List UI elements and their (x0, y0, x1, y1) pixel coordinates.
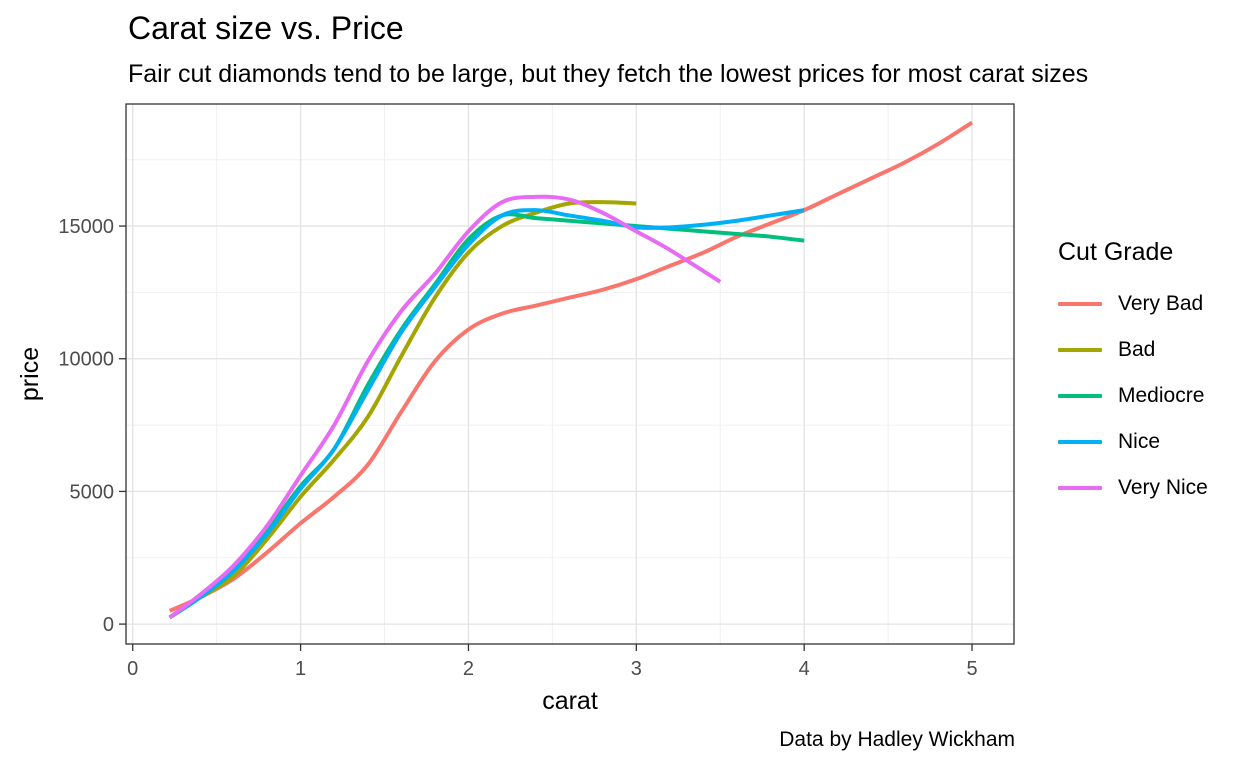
legend-title: Cut Grade (1058, 238, 1174, 266)
y-axis-title: price (16, 347, 44, 401)
x-tick-label: 0 (127, 658, 138, 680)
x-tick-label: 1 (295, 658, 306, 680)
legend-item-very-nice: Very Nice (1058, 465, 1208, 511)
legend-label: Bad (1118, 338, 1156, 361)
x-tick-label: 5 (966, 658, 977, 680)
series-line-bad (168, 200, 637, 620)
y-tick-label: 10000 (58, 349, 114, 371)
y-tick-label: 0 (103, 614, 114, 636)
legend-label: Very Nice (1118, 476, 1208, 499)
x-tick-label: 3 (631, 658, 642, 680)
minor-gridlines (126, 104, 1014, 644)
legend-label: Nice (1118, 430, 1161, 453)
y-tick-label: 5000 (70, 481, 115, 503)
x-tick-label: 2 (463, 658, 474, 680)
series-line-very-bad (168, 120, 974, 613)
legend-label: Mediocre (1118, 384, 1205, 407)
legend-label: Very Bad (1118, 292, 1204, 315)
legend-item-very-bad: Very Bad (1058, 281, 1208, 327)
legend-key-bad (1058, 348, 1102, 352)
legend: Cut Grade Very Bad Bad Mediocre Nice Very Ni… (1058, 238, 1208, 511)
legend-key-nice (1058, 440, 1102, 444)
legend-items: Very Bad Bad Mediocre Nice Very Nice (1058, 281, 1208, 511)
x-tick-label: 4 (799, 658, 810, 680)
y-axis-ticks: 0 5000 10000 15000 (58, 216, 126, 636)
series-line-nice (168, 208, 805, 620)
chart-caption: Data by Hadley Wickham (779, 728, 1015, 751)
series-line-very-nice (168, 194, 722, 620)
legend-key-mediocre (1058, 394, 1102, 398)
series-lines (168, 120, 974, 620)
legend-key-very-bad (1058, 302, 1102, 306)
legend-item-nice: Nice (1058, 419, 1208, 465)
legend-item-mediocre: Mediocre (1058, 373, 1208, 419)
chart-subtitle: Fair cut diamonds tend to be large, but … (128, 60, 1089, 88)
major-gridlines (126, 104, 1014, 644)
y-tick-label: 15000 (58, 216, 114, 238)
x-axis-title: carat (542, 687, 598, 715)
legend-item-bad: Bad (1058, 327, 1208, 373)
legend-key-very-nice (1058, 486, 1102, 490)
panel-border (125, 103, 1015, 645)
chart-title: Carat size vs. Price (128, 10, 404, 46)
x-axis-ticks: 0 1 2 3 4 5 (127, 644, 978, 680)
